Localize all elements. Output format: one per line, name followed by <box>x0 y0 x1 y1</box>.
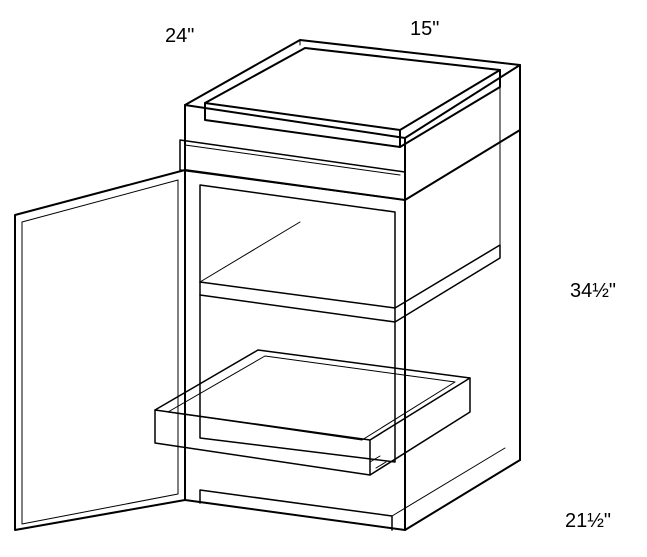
cabinet-diagram <box>0 0 647 557</box>
dimension-width: 15" <box>410 18 439 41</box>
dimension-height: 34½" <box>570 280 616 303</box>
dimension-depth: 24" <box>165 25 194 48</box>
dimension-interior-depth: 21½" <box>565 510 611 533</box>
